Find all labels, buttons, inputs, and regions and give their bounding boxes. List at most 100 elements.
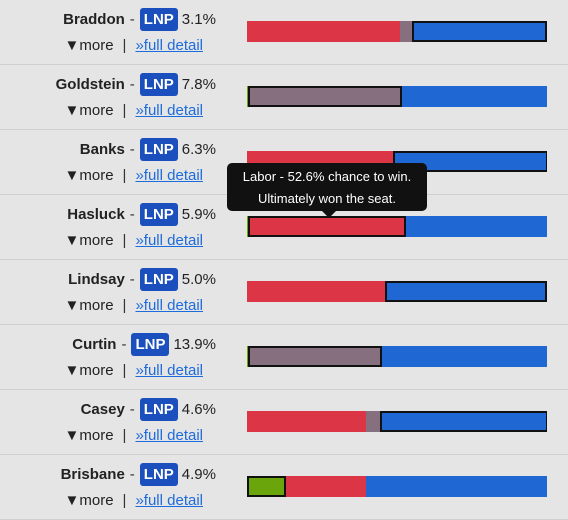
dash-separator: -: [121, 336, 127, 353]
seat-row: Goldstein - LNP 7.8% ▼more | »full detai…: [0, 65, 568, 130]
dash-separator: -: [129, 401, 135, 418]
margin-value: 6.3%: [181, 141, 216, 158]
party-badge: LNP: [139, 398, 178, 421]
seat-row: Curtin - LNP 13.9% ▼more | »full detail: [0, 325, 568, 390]
seat-header: Casey - LNP 4.6%: [81, 398, 216, 421]
seat-actions: ▼more | »full detail: [65, 362, 203, 379]
bar-segment-labor[interactable]: [247, 21, 400, 42]
bar-segment-green[interactable]: [247, 216, 248, 237]
bar-segment-lnp[interactable]: [393, 151, 547, 172]
seat-name: Brisbane: [60, 466, 125, 483]
probability-bar[interactable]: [247, 411, 547, 432]
full-detail-link[interactable]: »full detail: [135, 427, 203, 444]
bar-segment-lnp[interactable]: [402, 86, 547, 107]
pipe-separator: |: [122, 492, 127, 509]
margin-value: 13.9%: [173, 336, 216, 353]
seat-actions: ▼more | »full detail: [65, 232, 203, 249]
margin-value: 4.9%: [181, 466, 216, 483]
party-badge: LNP: [139, 73, 178, 96]
seat-actions: ▼more | »full detail: [65, 37, 203, 54]
seat-actions: ▼more | »full detail: [65, 427, 203, 444]
seat-actions: ▼more | »full detail: [65, 167, 203, 184]
bar-segment-lnp[interactable]: [385, 281, 547, 302]
full-detail-link[interactable]: »full detail: [135, 492, 203, 509]
probability-tooltip: Labor - 52.6% chance to win. Ultimately …: [227, 163, 427, 218]
tooltip-line-1: Labor - 52.6% chance to win.: [242, 169, 412, 184]
margin-value: 5.0%: [181, 271, 216, 288]
full-detail-link[interactable]: »full detail: [135, 167, 203, 184]
seat-name: Lindsay: [68, 271, 125, 288]
tooltip-arrow: [322, 211, 336, 218]
bar-segment-lnp[interactable]: [406, 216, 547, 237]
party-badge: LNP: [139, 8, 178, 31]
seat-row: Casey - LNP 4.6% ▼more | »full detail: [0, 390, 568, 455]
more-toggle[interactable]: ▼more: [64, 427, 114, 444]
seat-actions: ▼more | »full detail: [65, 492, 203, 509]
seat-name: Hasluck: [67, 206, 125, 223]
bar-segment-green[interactable]: [247, 346, 248, 367]
seat-header: Lindsay - LNP 5.0%: [68, 268, 216, 291]
full-detail-link[interactable]: »full detail: [135, 37, 203, 54]
dash-separator: -: [129, 11, 135, 28]
bar-segment-other[interactable]: [366, 411, 380, 432]
pipe-separator: |: [122, 232, 127, 249]
seat-row: Hasluck - LNP 5.9% ▼more | »full detail: [0, 195, 568, 260]
bar-segment-green[interactable]: [247, 86, 248, 107]
seat-name: Curtin: [72, 336, 117, 353]
margin-value: 3.1%: [181, 11, 216, 28]
probability-bar[interactable]: [247, 216, 547, 237]
probability-bar[interactable]: [247, 476, 547, 497]
seat-actions: ▼more | »full detail: [65, 102, 203, 119]
more-toggle[interactable]: ▼more: [64, 102, 114, 119]
party-badge: LNP: [139, 463, 178, 486]
seat-header: Curtin - LNP 13.9%: [72, 333, 216, 356]
tooltip-line-2: Ultimately won the seat.: [257, 191, 396, 206]
probability-bar[interactable]: [247, 21, 547, 42]
probability-bar[interactable]: [247, 346, 547, 367]
seat-row: Braddon - LNP 3.1% ▼more | »full detail: [0, 0, 568, 65]
seat-header: Brisbane - LNP 4.9%: [61, 463, 216, 486]
bar-segment-other[interactable]: [248, 346, 382, 367]
bar-segment-other[interactable]: [248, 86, 402, 107]
bar-segment-labor[interactable]: [248, 216, 406, 237]
full-detail-link[interactable]: »full detail: [135, 362, 203, 379]
more-toggle[interactable]: ▼more: [64, 492, 114, 509]
seat-row: Brisbane - LNP 4.9% ▼more | »full detail: [0, 455, 568, 520]
pipe-separator: |: [122, 297, 127, 314]
more-toggle[interactable]: ▼more: [64, 167, 114, 184]
bar-segment-lnp[interactable]: [380, 411, 547, 432]
more-toggle[interactable]: ▼more: [64, 232, 114, 249]
seat-header: Goldstein - LNP 7.8%: [56, 73, 216, 96]
bar-segment-lnp[interactable]: [382, 346, 547, 367]
dash-separator: -: [129, 141, 135, 158]
margin-value: 5.9%: [181, 206, 216, 223]
bar-segment-lnp[interactable]: [366, 476, 547, 497]
bar-segment-labor[interactable]: [247, 281, 385, 302]
bar-segment-other[interactable]: [400, 21, 412, 42]
seat-name: Goldstein: [55, 76, 125, 93]
bar-segment-lnp[interactable]: [412, 21, 547, 42]
dash-separator: -: [129, 466, 135, 483]
party-badge: LNP: [139, 203, 178, 226]
more-toggle[interactable]: ▼more: [64, 37, 114, 54]
pipe-separator: |: [122, 167, 127, 184]
full-detail-link[interactable]: »full detail: [135, 102, 203, 119]
margin-value: 4.6%: [181, 401, 216, 418]
more-toggle[interactable]: ▼more: [64, 362, 114, 379]
probability-bar[interactable]: [247, 86, 547, 107]
more-toggle[interactable]: ▼more: [64, 297, 114, 314]
seat-row: Lindsay - LNP 5.0% ▼more | »full detail: [0, 260, 568, 325]
bar-segment-labor[interactable]: [247, 411, 366, 432]
seat-name: Banks: [79, 141, 125, 158]
bar-segment-labor[interactable]: [286, 476, 366, 497]
full-detail-link[interactable]: »full detail: [135, 297, 203, 314]
bar-segment-green[interactable]: [247, 476, 286, 497]
seat-header: Braddon - LNP 3.1%: [63, 8, 216, 31]
party-badge: LNP: [139, 138, 178, 161]
seat-actions: ▼more | »full detail: [65, 297, 203, 314]
pipe-separator: |: [122, 37, 127, 54]
seat-name: Casey: [80, 401, 125, 418]
probability-bar[interactable]: [247, 281, 547, 302]
seat-header: Hasluck - LNP 5.9%: [67, 203, 216, 226]
full-detail-link[interactable]: »full detail: [135, 232, 203, 249]
